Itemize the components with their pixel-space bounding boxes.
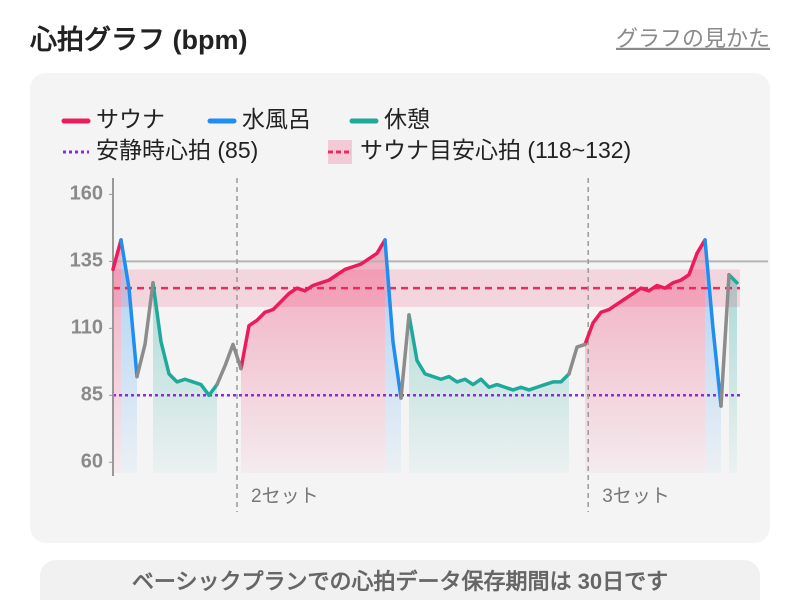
legend-label: 水風呂 (242, 106, 311, 132)
legend-label: サウナ (96, 106, 165, 132)
page-title: 心拍グラフ (bpm) (29, 24, 247, 55)
y-tick-label: 160 (70, 183, 103, 205)
set-label: 2セット (251, 486, 319, 507)
set-label: 3セット (602, 486, 670, 507)
help-link[interactable]: グラフの見かた (616, 26, 770, 51)
y-tick-label: 60 (81, 451, 103, 473)
y-tick-label: 110 (71, 317, 103, 339)
legend-label: 休憩 (384, 106, 430, 132)
y-tick-label: 135 (70, 250, 103, 272)
y-tick-label: 85 (81, 384, 103, 406)
heart-rate-line (135, 273, 731, 408)
footer-banner (40, 560, 760, 600)
area (153, 274, 737, 473)
legend-label: 安静時心拍 (85) (96, 137, 258, 163)
area (113, 239, 705, 473)
footer-text: ベーシックプランでの心拍データ保存期間は 30日です (132, 569, 668, 594)
legend-label: サウナ目安心拍 (118~132) (360, 137, 631, 163)
heart-rate-line (119, 238, 723, 408)
heart-rate-line (111, 238, 707, 371)
